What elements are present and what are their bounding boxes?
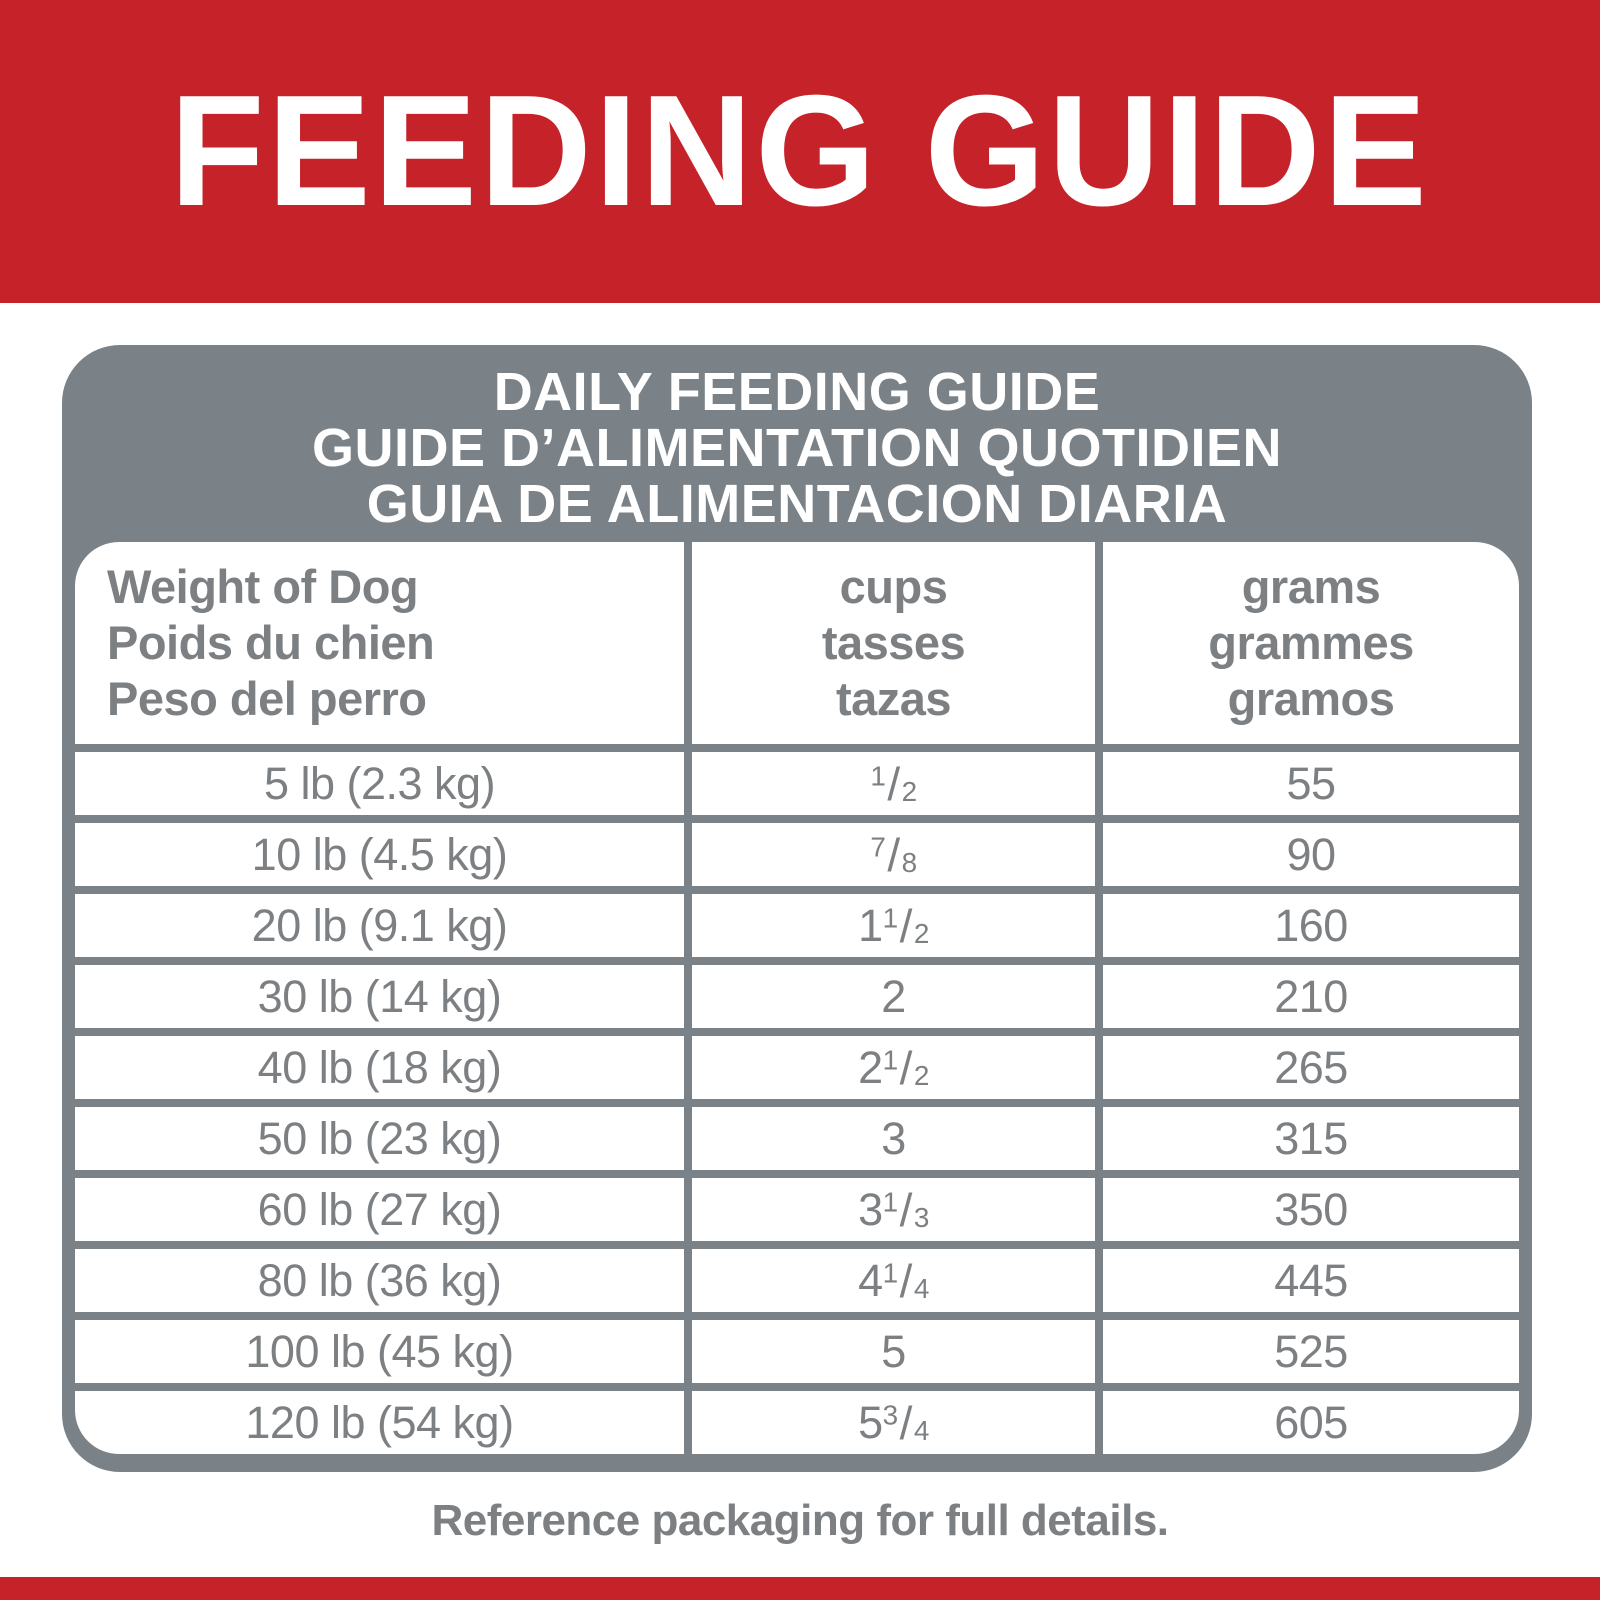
column-header-weight-line-es: Peso del perro [107,672,427,725]
grams-cell: 55 [1103,752,1519,815]
weight-cell: 100 lb (45 kg) [75,1320,684,1383]
weight-cell: 5 lb (2.3 kg) [75,752,684,815]
column-header-weight-line-en: Weight of Dog [107,560,419,613]
column-header-grams-line-en: grams [1241,560,1381,613]
cups-cell: 1/2 [692,752,1095,815]
cups-cell: 5 [692,1320,1095,1383]
column-header-weight: Weight of Dog Poids du chien Peso del pe… [75,542,684,744]
cups-cell: 1 1/2 [692,894,1095,957]
cup-fraction: 1/2 [882,899,930,952]
cups-cell: 3 1/3 [692,1178,1095,1241]
grams-cell: 350 [1103,1178,1519,1241]
column-header-cups-line-en: cups [839,560,948,613]
cups-cell: 5 3/4 [692,1391,1095,1454]
column-header-cups-line-fr: tasses [821,616,966,669]
weight-cell: 60 lb (27 kg) [75,1178,684,1241]
weight-cell: 80 lb (36 kg) [75,1249,684,1312]
cups-cell: 3 [692,1107,1095,1170]
weight-cell: 10 lb (4.5 kg) [75,823,684,886]
panel-title: DAILY FEEDING GUIDE GUIDE D’ALIMENTATION… [62,345,1532,542]
grams-cell: 445 [1103,1249,1519,1312]
grams-cell: 90 [1103,823,1519,886]
grams-cell: 160 [1103,894,1519,957]
cup-fraction: 3/4 [882,1396,930,1449]
weight-cell: 50 lb (23 kg) [75,1107,684,1170]
daily-feeding-guide-panel: DAILY FEEDING GUIDE GUIDE D’ALIMENTATION… [62,345,1532,1472]
weight-cell: 30 lb (14 kg) [75,965,684,1028]
cup-fraction: 1/3 [882,1183,930,1236]
cup-fraction: 1/2 [870,757,917,810]
weight-cell: 40 lb (18 kg) [75,1036,684,1099]
cup-fraction: 7/8 [870,828,917,881]
column-header-cups: cups tasses tazas [692,542,1095,744]
panel-title-line-french: GUIDE D’ALIMENTATION QUOTIDIEN [312,417,1282,478]
column-header-grams-line-es: gramos [1227,672,1395,725]
weight-cell: 20 lb (9.1 kg) [75,894,684,957]
feeding-table: Weight of Dog Poids du chien Peso del pe… [75,542,1519,1454]
cups-cell: 7/8 [692,823,1095,886]
cups-cell: 2 1/2 [692,1036,1095,1099]
panel-title-line-spanish: GUIA DE ALIMENTACION DIARIA [366,473,1228,534]
weight-cell: 120 lb (54 kg) [75,1391,684,1454]
grams-cell: 605 [1103,1391,1519,1454]
column-header-cups-line-es: tazas [835,672,952,725]
grams-cell: 525 [1103,1320,1519,1383]
cup-fraction: 1/2 [882,1041,930,1094]
cup-fraction: 1/4 [882,1254,930,1307]
column-header-grams: grams grammes gramos [1103,542,1519,744]
column-header-weight-line-fr: Poids du chien [107,616,435,669]
banner-title: FEEDING GUIDE [170,63,1430,239]
column-header-grams-line-fr: grammes [1208,616,1414,669]
panel-title-line-english: DAILY FEEDING GUIDE [493,361,1101,422]
cups-cell: 4 1/4 [692,1249,1095,1312]
feeding-guide-banner: FEEDING GUIDE [0,0,1600,303]
grams-cell: 210 [1103,965,1519,1028]
grams-cell: 265 [1103,1036,1519,1099]
cups-cell: 2 [692,965,1095,1028]
grams-cell: 315 [1103,1107,1519,1170]
bottom-red-strip [0,1577,1600,1600]
footer-note: Reference packaging for full details. [431,1496,1169,1545]
